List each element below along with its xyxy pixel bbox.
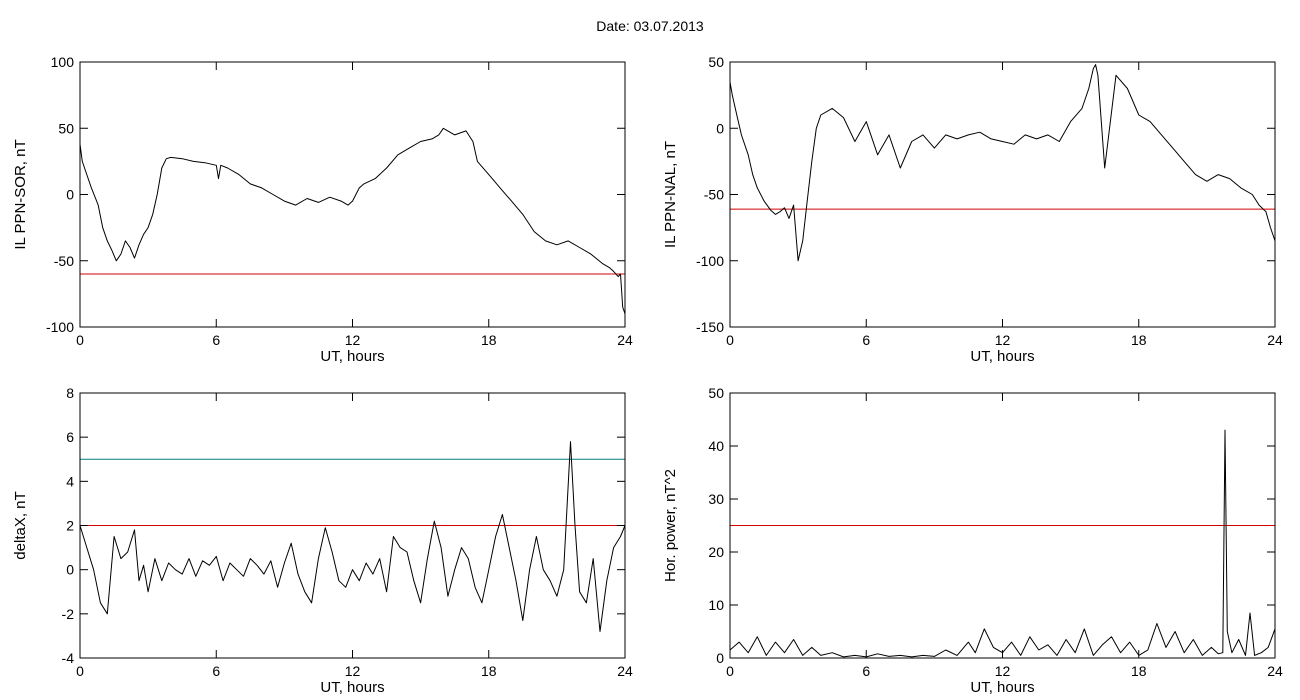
y-tick-label: -2 [62,606,75,622]
y-tick-label: -50 [704,187,724,203]
x-tick-label: 0 [726,663,734,679]
plot-frame [729,61,1276,328]
x-axis-label: UT, hours [970,679,1034,696]
y-tick-label: 50 [708,54,724,70]
chart-bottom-right: 0 6 12 18 24 0 10 20 30 40 50 UT, hours Hor. power, … [662,385,1283,696]
series-line-0 [79,127,626,314]
x-tick-label: 0 [726,332,734,348]
x-tick-label: 0 [76,332,84,348]
x-tick-label: 6 [212,332,220,348]
x-tick-label: 0 [76,663,84,679]
x-tick-label: 12 [995,332,1011,348]
x-tick-label: 24 [617,332,633,348]
y-tick-label: -50 [54,253,74,269]
y-tick-label: 0 [716,120,724,136]
x-tick-label: 24 [1267,663,1283,679]
x-tick-label: 18 [481,332,497,348]
x-axis-label: UT, hours [320,679,384,696]
series-line-0 [729,64,1276,262]
y-axis-label: Hor. power, nT^2 [662,469,679,582]
x-tick-label: 6 [862,332,870,348]
page-title: Date: 03.07.2013 [596,18,704,34]
x-tick-label: 12 [345,663,361,679]
y-tick-label: -100 [46,319,74,335]
x-tick-label: 24 [617,663,633,679]
chart-top-left: 0 6 12 18 24 -100 -50 0 50 100 UT, hours IL PPN-SOR… [12,54,633,365]
y-axis-label: deltaX, nT [12,491,29,559]
y-tick-label: 2 [66,518,74,534]
y-axis-label: IL PPN-NAL, nT [662,141,679,248]
y-tick-label: 30 [708,491,724,507]
series-line-0 [79,441,626,632]
x-tick-label: 18 [1131,663,1147,679]
x-tick-label: 18 [481,663,497,679]
y-axis-label: IL PPN-SOR, nT [12,139,29,249]
y-tick-label: 50 [708,385,724,401]
y-tick-label: 8 [66,385,74,401]
y-tick-label: 20 [708,544,724,560]
y-tick-label: -4 [62,650,75,666]
y-tick-label: 0 [716,650,724,666]
y-tick-label: 100 [51,54,75,70]
y-tick-label: 0 [66,562,74,578]
x-tick-label: 12 [345,332,361,348]
chart-top-right: 0 6 12 18 24 -150 -100 -50 0 50 UT, hours IL PPN-NA… [662,54,1283,365]
x-tick-label: 24 [1267,332,1283,348]
x-tick-label: 6 [212,663,220,679]
x-tick-label: 18 [1131,332,1147,348]
y-tick-label: -150 [696,319,724,335]
y-tick-label: 10 [708,597,724,613]
x-tick-label: 6 [862,663,870,679]
x-axis-label: UT, hours [970,348,1034,365]
x-tick-label: 12 [995,663,1011,679]
y-tick-label: -100 [696,253,724,269]
y-tick-label: 6 [66,429,74,445]
y-tick-label: 50 [58,120,74,136]
plot-frame [79,61,626,328]
x-axis-label: UT, hours [320,348,384,365]
y-tick-label: 40 [708,438,724,454]
y-tick-label: 0 [66,187,74,203]
y-tick-label: 4 [66,473,74,489]
series-line-0 [729,429,1276,658]
